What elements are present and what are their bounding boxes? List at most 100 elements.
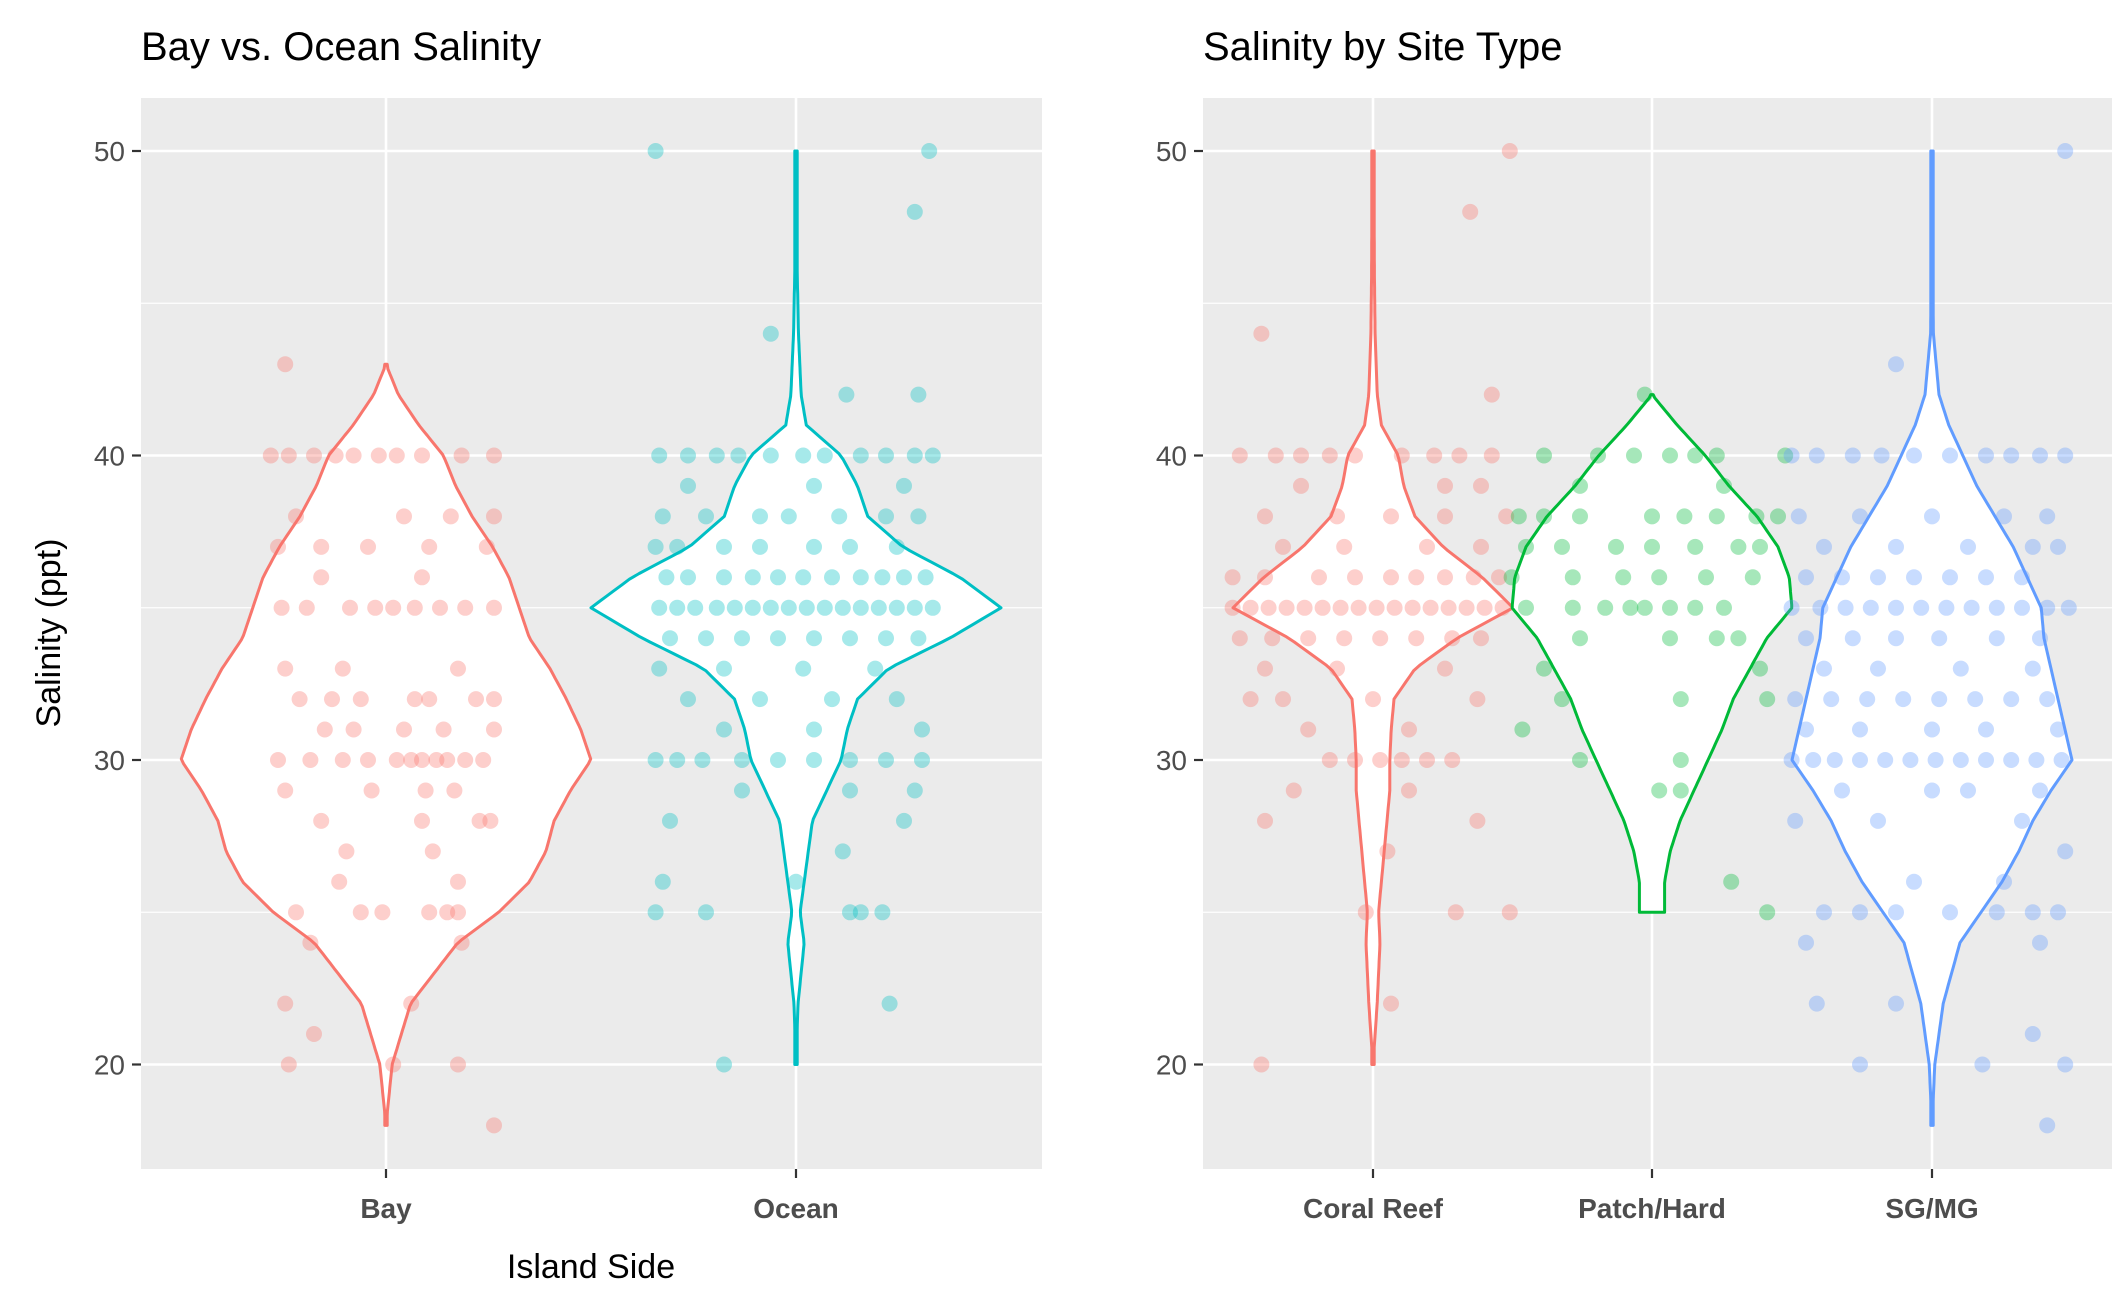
data-point: [1902, 752, 1919, 768]
data-point: [651, 599, 668, 616]
data-point: [478, 538, 495, 555]
data-point: [1321, 447, 1338, 464]
data-point: [1672, 691, 1689, 708]
data-point: [2028, 752, 2045, 768]
data-point: [795, 569, 812, 586]
data-point: [334, 660, 351, 677]
data-point: [1859, 691, 1876, 708]
data-point: [277, 356, 294, 373]
data-point: [1759, 691, 1776, 708]
data-point: [1826, 752, 1843, 768]
data-point: [1651, 782, 1668, 799]
data-point: [345, 721, 362, 738]
data-point: [406, 599, 423, 616]
data-point: [1608, 538, 1624, 555]
data-point: [1473, 477, 1489, 494]
data-point: [486, 599, 502, 616]
data-point: [2039, 1117, 2056, 1134]
data-point: [1978, 569, 1994, 586]
data-point: [1622, 599, 1639, 616]
data-point: [486, 691, 502, 708]
data-point: [2039, 691, 2056, 708]
data-point: [291, 691, 308, 708]
data-point: [716, 538, 732, 555]
violin-patch-hard: [1510, 393, 1794, 914]
data-point: [1927, 752, 1944, 768]
data-point: [1687, 538, 1704, 555]
data-point: [924, 447, 941, 464]
data-point: [917, 569, 934, 586]
data-point: [1924, 508, 1940, 525]
data-point: [1383, 995, 1399, 1012]
data-point: [1518, 538, 1534, 555]
data-point: [277, 782, 294, 799]
data-point: [1510, 508, 1527, 525]
data-point: [780, 508, 797, 525]
data-point: [798, 599, 815, 616]
data-point: [1783, 752, 1800, 768]
data-point: [1572, 752, 1588, 768]
data-point: [1597, 599, 1614, 616]
data-point: [1963, 599, 1980, 616]
data-point: [1808, 995, 1825, 1012]
x-tick-label: Coral Reef: [1303, 1193, 1444, 1224]
data-point: [1698, 569, 1714, 586]
data-point: [2050, 904, 2066, 921]
y-axis-title: Salinity (ppt): [30, 539, 68, 728]
violins: [179, 149, 1003, 1127]
data-point: [658, 569, 675, 586]
data-point: [334, 752, 351, 768]
data-point: [1816, 538, 1832, 555]
data-point: [1257, 660, 1273, 677]
data-point: [1888, 904, 1904, 921]
data-point: [1730, 630, 1747, 647]
data-point: [1783, 447, 1800, 464]
data-point: [2014, 569, 2030, 586]
data-point: [906, 599, 923, 616]
data-point: [1554, 691, 1570, 708]
data-point: [680, 477, 696, 494]
data-point: [896, 477, 912, 494]
violin-ocean: [589, 149, 1003, 1066]
data-point: [1393, 752, 1410, 768]
data-point: [770, 569, 786, 586]
data-point: [1844, 447, 1861, 464]
data-point: [302, 752, 319, 768]
y-tick-label: 20: [1156, 1050, 1187, 1081]
data-point: [1401, 782, 1417, 799]
data-point: [1503, 569, 1520, 586]
data-point: [302, 934, 319, 951]
data-point: [1676, 508, 1693, 525]
data-point: [734, 630, 750, 647]
data-point: [1347, 569, 1363, 586]
data-point: [831, 508, 848, 525]
data-point: [1931, 630, 1948, 647]
data-point: [1906, 569, 1922, 586]
data-point: [1347, 447, 1363, 464]
data-point: [806, 752, 822, 768]
data-point: [1408, 630, 1425, 647]
data-point: [2024, 660, 2041, 677]
data-point: [680, 691, 696, 708]
data-point: [1332, 599, 1349, 616]
data-point: [842, 782, 858, 799]
data-point: [280, 1056, 297, 1073]
data-point: [770, 752, 786, 768]
y-tick-label: 50: [1156, 136, 1187, 167]
data-point: [1615, 569, 1632, 586]
data-point: [1687, 599, 1704, 616]
data-point: [1494, 599, 1511, 616]
data-point: [1260, 599, 1277, 616]
data-point: [924, 599, 941, 616]
data-point: [2039, 599, 2056, 616]
data-point: [1447, 904, 1464, 921]
data-point: [1350, 599, 1367, 616]
data-point: [1275, 691, 1291, 708]
x-tick-label: Patch/Hard: [1578, 1193, 1726, 1224]
data-point: [867, 660, 884, 677]
data-point: [385, 1056, 402, 1073]
data-point: [2057, 843, 2074, 860]
data-point: [1978, 447, 1994, 464]
data-point: [1852, 1056, 1868, 1073]
data-point: [1626, 447, 1642, 464]
